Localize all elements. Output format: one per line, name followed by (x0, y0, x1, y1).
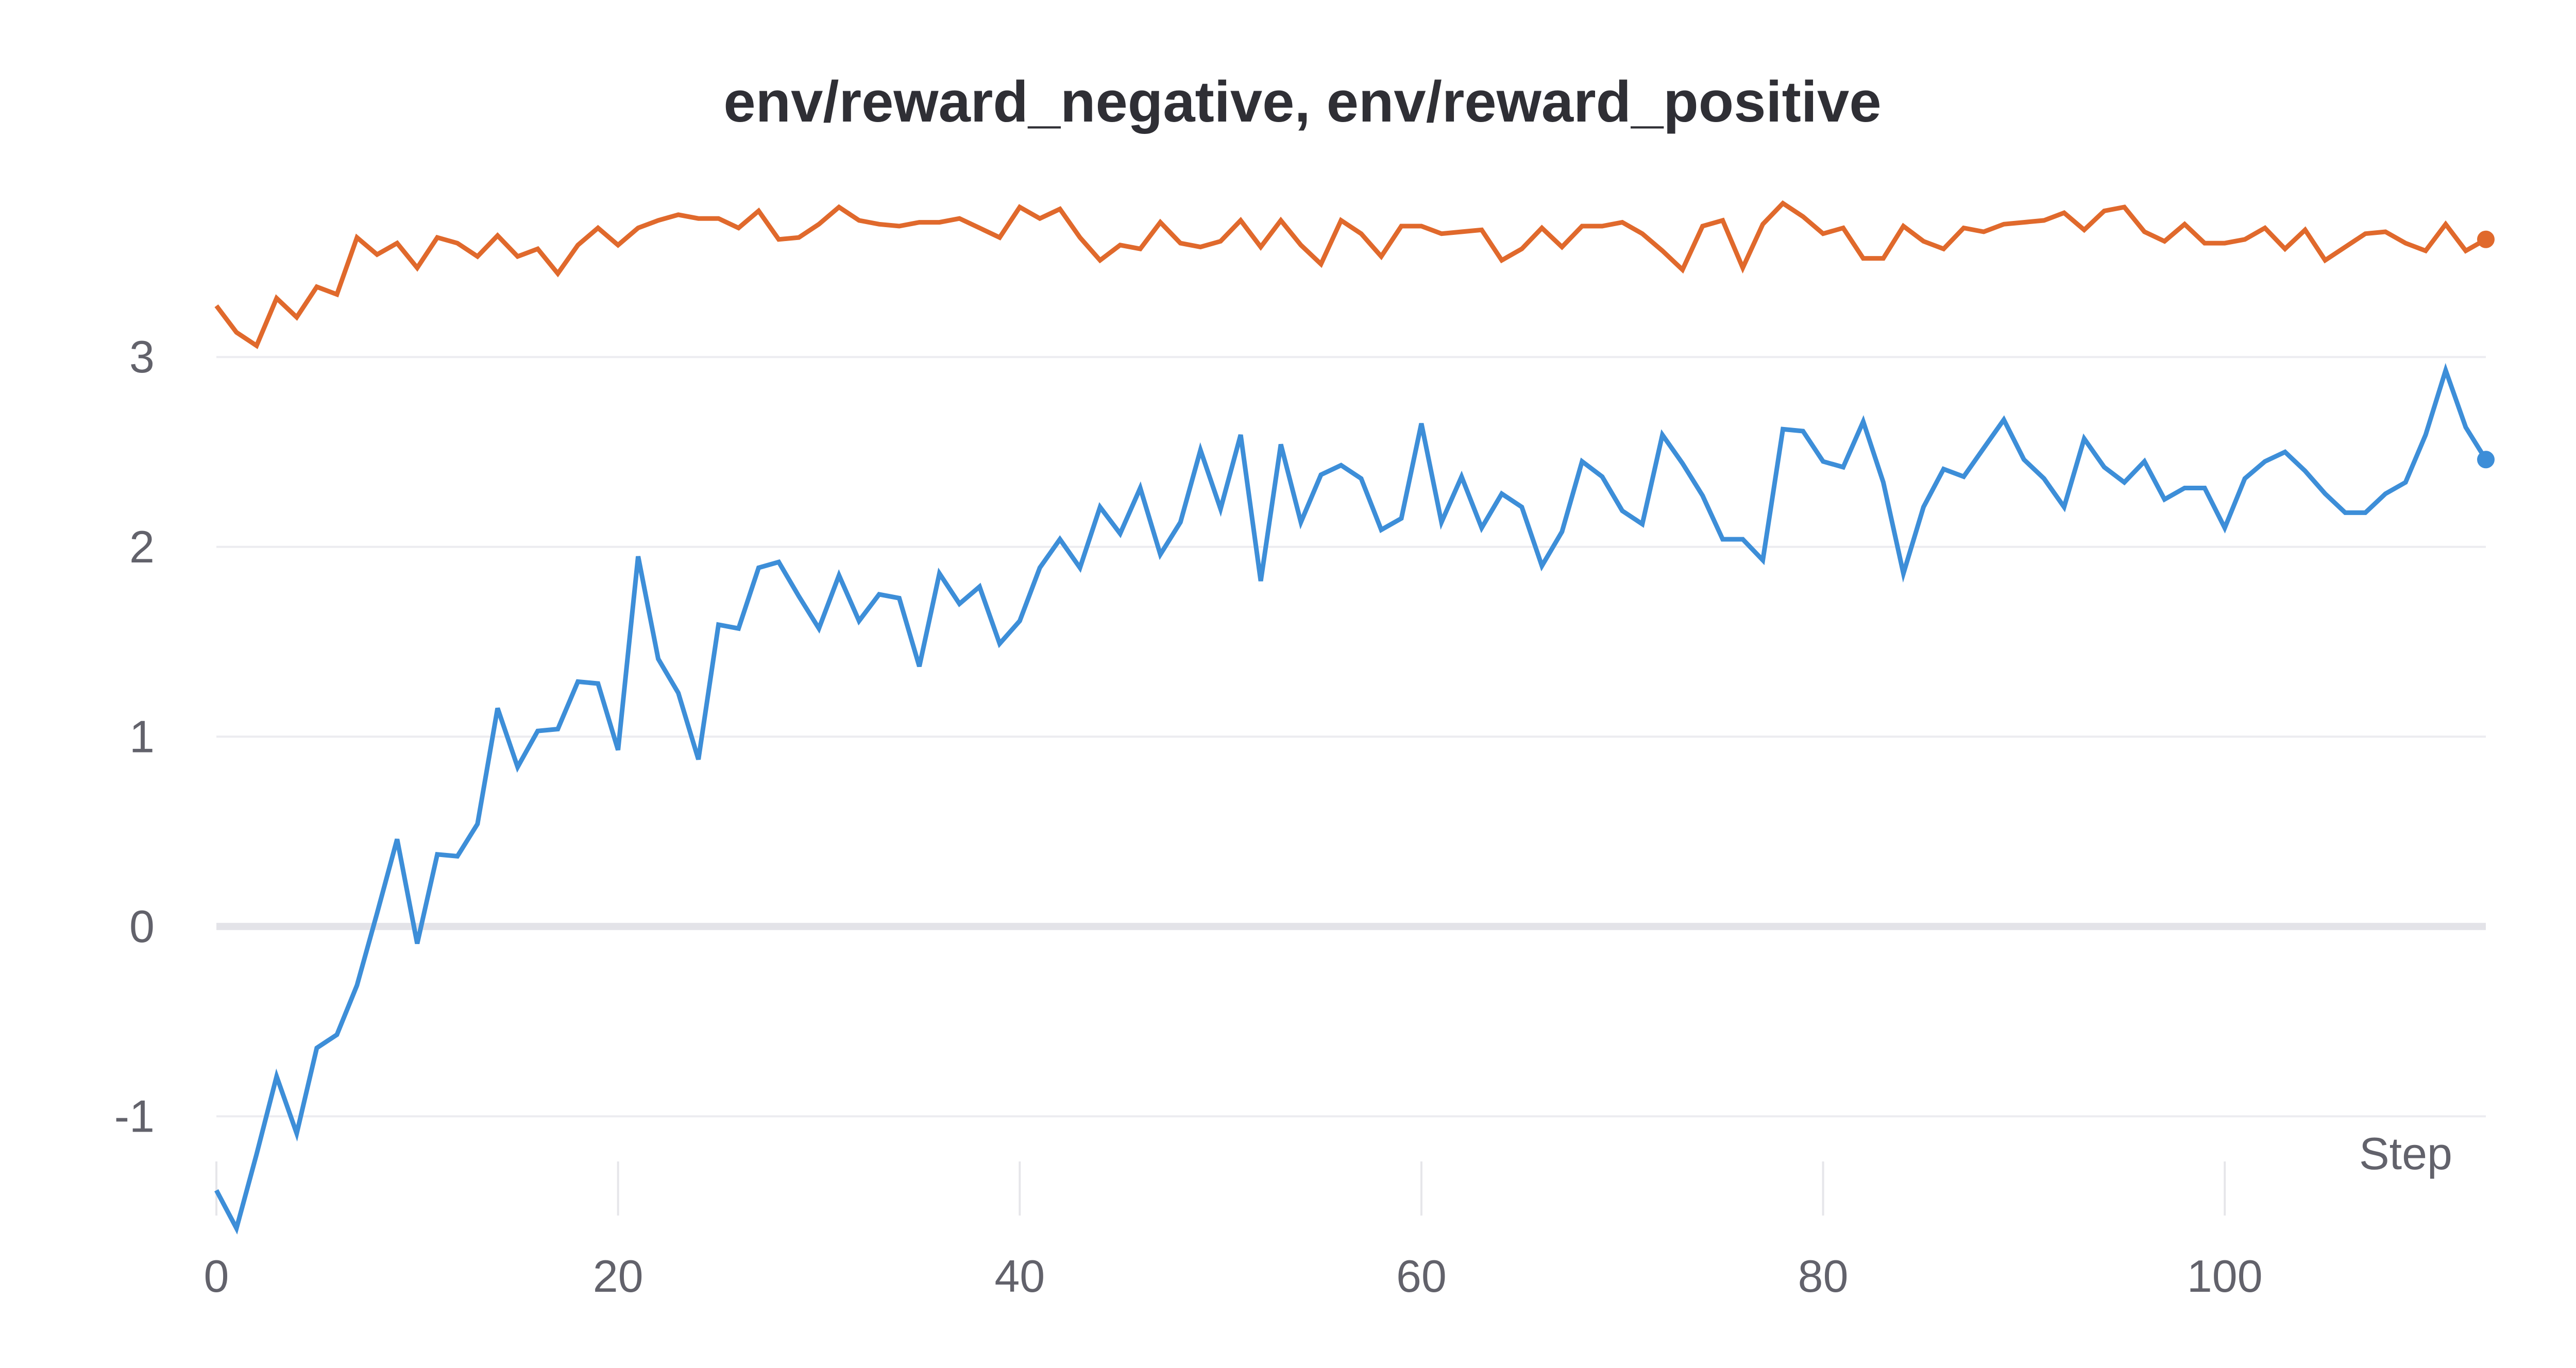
x-tick-label: 40 (994, 1251, 1045, 1302)
chart-title: env/reward_negative, env/reward_positive (723, 70, 1881, 134)
series-line-2 (214, 363, 2488, 1235)
x-axis-label: Step (2359, 1128, 2452, 1179)
x-tick-label: 60 (1396, 1251, 1447, 1302)
x-tick-label: 80 (1798, 1251, 1849, 1302)
series-group (214, 200, 2495, 1235)
grid-lines (216, 356, 2486, 1118)
y-tick-label: 2 (129, 521, 155, 572)
x-axis-ticks: 0 20 40 60 80 100 (204, 1161, 2263, 1302)
y-axis-ticks: -1 0 1 2 3 (114, 331, 155, 1141)
y-tick-label: 0 (129, 901, 155, 952)
x-tick-label: 0 (204, 1251, 229, 1302)
series-end-point-1 (2477, 230, 2495, 248)
x-tick-label: 100 (2187, 1251, 2263, 1302)
y-tick-label: 3 (129, 331, 155, 382)
y-tick-label: 1 (129, 711, 155, 762)
x-tick-label: 20 (593, 1251, 643, 1302)
y-tick-label: -1 (114, 1090, 155, 1141)
series-line-1 (214, 200, 2487, 349)
series-end-point-2 (2477, 451, 2495, 469)
